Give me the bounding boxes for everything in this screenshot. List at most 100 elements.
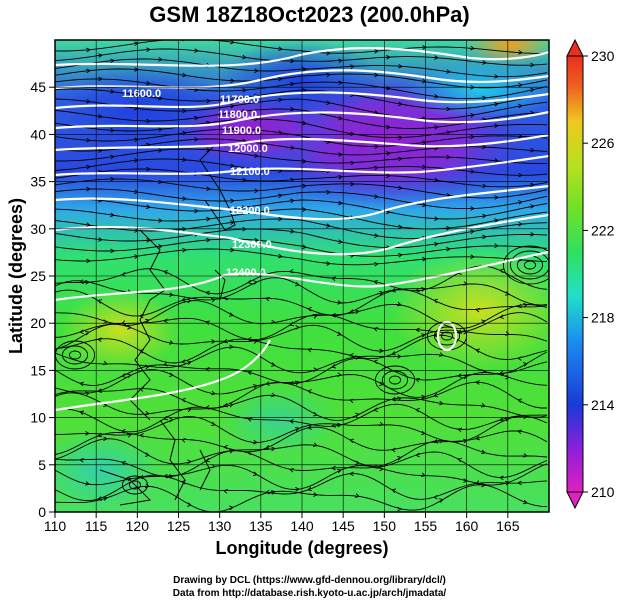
flow-arrow (517, 356, 522, 361)
x-tick-label: 145 (331, 518, 355, 534)
flow-arrow (307, 425, 312, 430)
flow-arrow (530, 182, 535, 188)
flow-arrow (338, 200, 343, 206)
flow-arrow (278, 253, 283, 259)
flow-arrow (331, 465, 336, 471)
streamline (55, 463, 548, 490)
streamline (55, 426, 548, 455)
flow-arrow (374, 165, 379, 171)
flow-arrow (242, 108, 247, 114)
flow-arrow (475, 480, 481, 485)
flow-arrow (530, 62, 535, 68)
streamline (55, 403, 547, 433)
flow-arrow (290, 198, 295, 204)
flow-arrow (374, 261, 379, 267)
flow-arrow (302, 207, 307, 212)
vortex-ring (509, 250, 549, 280)
flow-arrow (302, 88, 307, 93)
flow-arrow (110, 58, 115, 64)
flow-arrow (265, 296, 270, 302)
flow-arrow (379, 466, 384, 472)
vortex-ring (61, 345, 89, 365)
flow-arrow (187, 459, 192, 464)
flow-arrow (421, 430, 426, 436)
flow-arrow (289, 268, 294, 274)
flow-arrow (223, 338, 229, 344)
vortex-ring (381, 370, 409, 390)
flow-arrow (98, 76, 103, 82)
flow-arrow (349, 438, 354, 444)
flow-arrow (110, 212, 115, 218)
flow-arrow (434, 241, 439, 247)
streamline (55, 198, 548, 220)
flow-arrow (494, 243, 499, 249)
flow-arrow (254, 188, 259, 194)
flow-arrow (187, 502, 192, 507)
flow-arrow (355, 460, 360, 465)
flow-arrow (374, 144, 379, 149)
flow-arrow (295, 380, 300, 386)
streamline (55, 78, 548, 100)
flow-arrow (313, 492, 318, 497)
vortex-ring (388, 375, 402, 385)
flow-arrow (290, 81, 295, 87)
flow-arrow (247, 279, 252, 285)
flow-arrow (326, 189, 331, 195)
flow-arrow (386, 151, 391, 156)
flow-arrow (481, 403, 486, 408)
flow-arrow (398, 135, 403, 141)
streamline (55, 334, 548, 364)
flow-arrow (229, 344, 234, 350)
flow-arrow (446, 225, 451, 231)
streamline (55, 48, 548, 66)
vortex-ring (121, 475, 149, 495)
x-tick-label: 140 (290, 518, 314, 534)
flow-arrow (278, 97, 283, 103)
flow-arrow (230, 103, 235, 109)
flow-arrow (391, 447, 396, 453)
flow-arrow (223, 444, 228, 450)
flow-arrow (398, 101, 403, 107)
flow-arrow (530, 231, 535, 237)
flow-arrow (420, 333, 426, 338)
flow-arrow (290, 106, 295, 112)
flow-arrow (295, 325, 300, 330)
flow-arrow (110, 176, 115, 182)
streamline (55, 118, 548, 139)
flow-arrow (194, 48, 199, 53)
flow-arrow (79, 457, 84, 463)
streamline (55, 323, 548, 352)
flow-arrow (254, 237, 259, 243)
flow-arrow (504, 331, 510, 336)
flow-arrow (386, 124, 391, 130)
flow-arrow (144, 452, 150, 457)
contour-label: 12300.0 (232, 239, 272, 251)
flow-arrow (522, 499, 528, 505)
flow-arrow (518, 172, 523, 178)
flow-arrow (182, 72, 187, 78)
flow-arrow (146, 80, 151, 86)
vortex-ring (502, 245, 549, 285)
streamline (55, 357, 548, 386)
flow-arrow (163, 361, 168, 367)
flow-arrow (337, 372, 342, 377)
streamline (55, 346, 548, 375)
streamline (55, 40, 547, 54)
flow-arrow (134, 67, 139, 72)
flow-arrow (278, 46, 283, 52)
flow-arrow (158, 244, 163, 249)
flow-arrow (326, 261, 331, 266)
flow-arrow (355, 412, 360, 418)
flow-arrow (139, 433, 144, 438)
flow-arrow (482, 234, 487, 240)
x-tick-label: 115 (85, 518, 108, 534)
y-tick-label: 5 (38, 457, 46, 473)
flow-arrow (98, 113, 103, 119)
colorbar-tick-label: 226 (591, 135, 615, 151)
flow-arrow (504, 480, 510, 486)
flow-arrow (499, 417, 504, 422)
vortex-ring (523, 260, 537, 270)
flow-arrow (475, 380, 480, 385)
x-axis-label: Longitude (degrees) (215, 538, 388, 558)
